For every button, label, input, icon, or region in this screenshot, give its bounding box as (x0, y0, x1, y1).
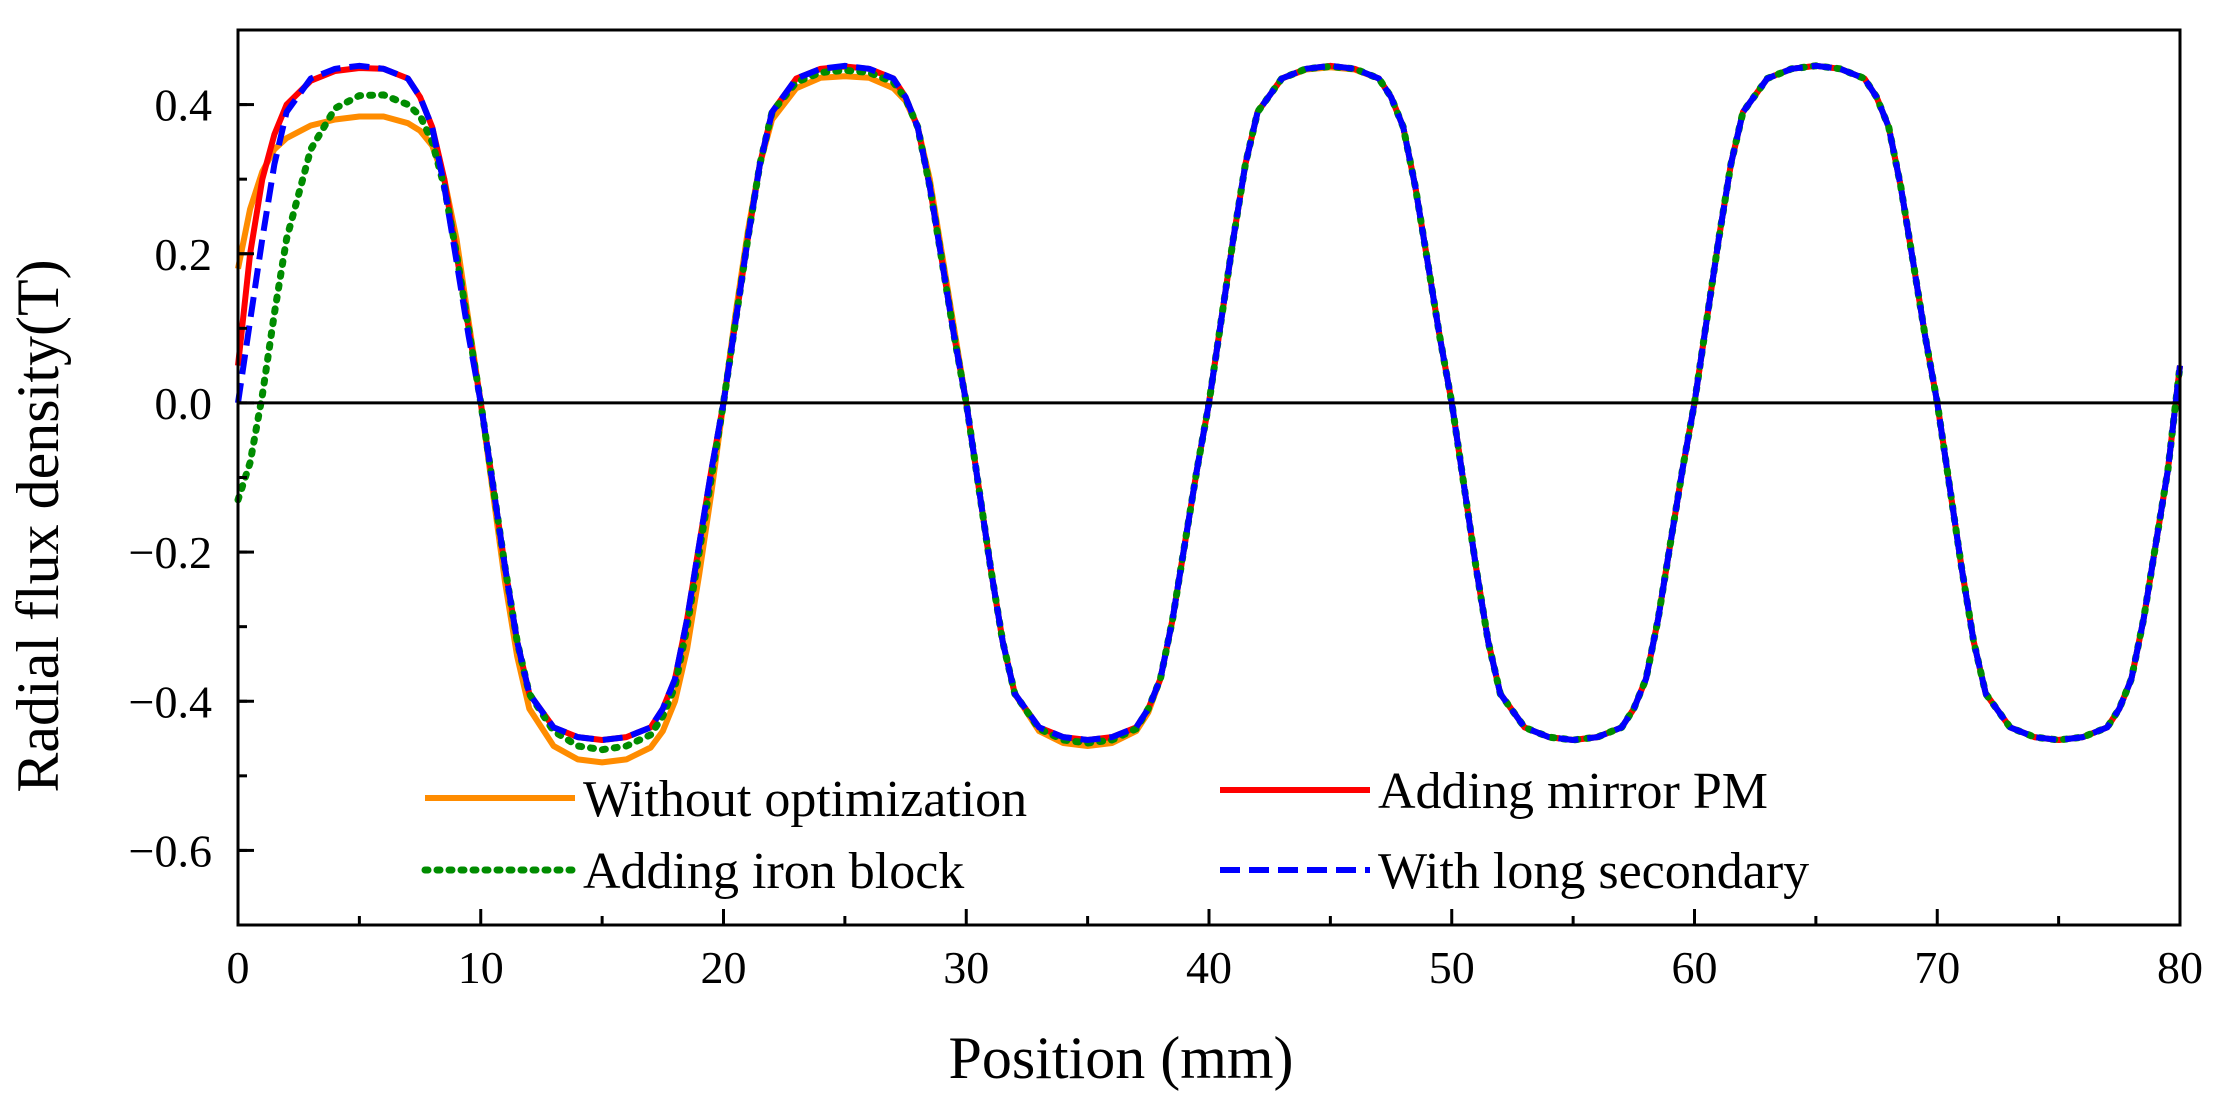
x-tick-label: 20 (701, 942, 747, 993)
legend-label: Adding iron block (583, 843, 964, 900)
legend-label: With long secondary (1378, 843, 1809, 900)
x-tick-label: 40 (1186, 942, 1232, 993)
y-tick-label: 0.2 (155, 229, 213, 280)
axes-layer: 0 10 20 30 40 50 60 70 80 −0.6 −0.4 −0.2 0.0 0.2 0.4 (129, 28, 2203, 993)
x-axis-title: Position (mm) (948, 1025, 1293, 1091)
x-tick-label: 0 (227, 942, 250, 993)
x-tick-label: 80 (2157, 942, 2203, 993)
x-tick-label: 50 (1429, 942, 1475, 993)
y-tick-label: 0.4 (155, 80, 213, 131)
y-tick-label: 0.0 (155, 378, 213, 429)
y-tick-label: −0.4 (129, 676, 212, 727)
y-tick-label: −0.2 (129, 527, 212, 578)
y-axis-title: Radial flux density(T) (5, 259, 71, 792)
legend-label: Without optimization (583, 771, 1027, 828)
y-tick-label: −0.6 (129, 825, 212, 876)
x-tick-label: 10 (458, 942, 504, 993)
x-tick-label: 60 (1672, 942, 1718, 993)
x-tick-label: 30 (943, 942, 989, 993)
legend-label: Adding mirror PM (1378, 763, 1768, 820)
legend: Without optimization Adding mirror PM Addi… (421, 763, 1809, 900)
x-tick-label: 70 (1914, 942, 1960, 993)
